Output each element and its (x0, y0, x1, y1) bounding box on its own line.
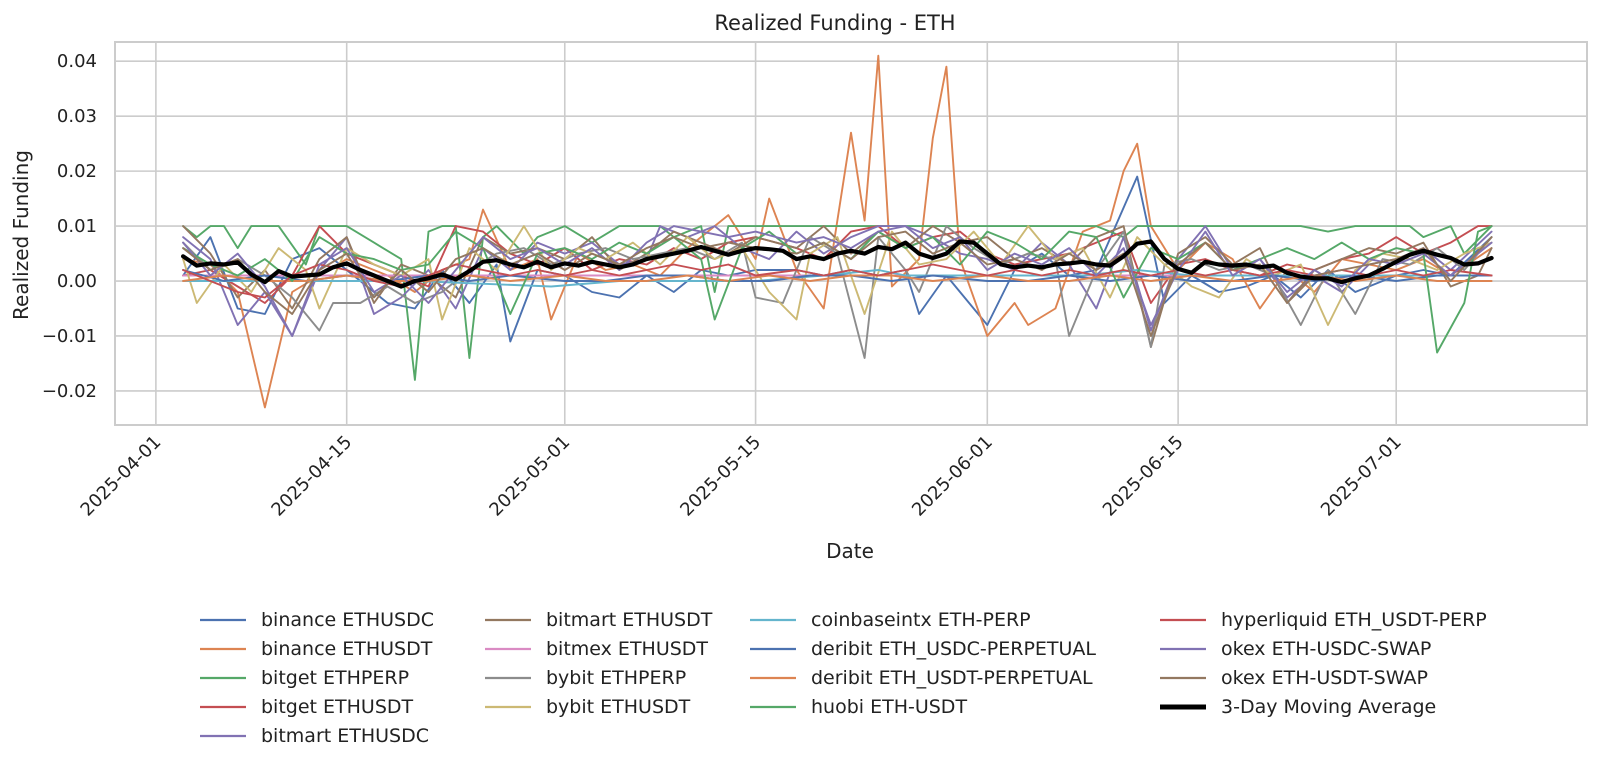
y-axis-label: Realized Funding (9, 150, 33, 320)
legend-label: coinbaseintx ETH-PERP (811, 609, 1031, 631)
x-tick-label: 2025-04-01 (77, 432, 166, 521)
legend-item: hyperliquid ETH_USDT-PERP (1160, 609, 1487, 631)
y-tick-label: 0.04 (57, 51, 97, 72)
series-line-bitget-ethperp (182, 225, 1493, 381)
legend-item: bitmart ETHUSDC (200, 725, 429, 747)
legend-label: huobi ETH-USDT (811, 696, 967, 718)
series-lines (181, 54, 1494, 409)
legend-item: binance ETHUSDT (200, 638, 433, 660)
legend-label: binance ETHUSDT (261, 638, 433, 660)
legend-item: bitget ETHPERP (200, 667, 409, 689)
legend-item: binance ETHUSDC (200, 609, 434, 631)
legend-label: bitmart ETHUSDC (261, 725, 429, 747)
grid (115, 42, 1587, 425)
y-tick-label: 0.00 (57, 271, 97, 292)
legend-label: bitget ETHPERP (261, 667, 409, 689)
series-line-okex-eth-usdt-swap (182, 230, 1493, 337)
legend-label: hyperliquid ETH_USDT-PERP (1221, 609, 1487, 631)
legend-item: deribit ETH_USDT-PERPETUAL (750, 667, 1093, 689)
legend-label: bybit ETHUSDT (546, 696, 691, 718)
chart-title: Realized Funding - ETH (714, 11, 955, 35)
legend-item: 3-Day Moving Average (1160, 696, 1436, 718)
legend-item: deribit ETH_USDC-PERPETUAL (750, 638, 1096, 660)
legend-item: coinbaseintx ETH-PERP (750, 609, 1031, 631)
legend-label: bitmex ETHUSDT (546, 638, 708, 660)
x-tick-label: 2025-04-15 (267, 432, 356, 521)
legend-label: bitmart ETHUSDT (546, 609, 713, 631)
legend-label: deribit ETH_USDC-PERPETUAL (811, 638, 1096, 660)
y-axis-ticks: 0.04 0.03 0.02 0.01 0.00 −0.01 −0.02 (42, 51, 97, 402)
x-tick-label: 2025-05-15 (676, 432, 765, 521)
y-tick-label: −0.02 (42, 381, 97, 402)
legend-item: bybit ETHPERP (485, 667, 686, 689)
legend-label: deribit ETH_USDT-PERPETUAL (811, 667, 1093, 689)
x-tick-label: 2025-06-01 (908, 432, 997, 521)
legend-item: bitmart ETHUSDT (485, 609, 713, 631)
x-tick-label: 2025-07-01 (1317, 432, 1406, 521)
legend-label: 3-Day Moving Average (1221, 696, 1436, 718)
y-tick-label: −0.01 (42, 326, 97, 347)
x-tick-label: 2025-06-15 (1099, 432, 1188, 521)
series-line-deribit-eth-usdt-perpetual (182, 274, 1493, 282)
legend-item: bitmex ETHUSDT (485, 638, 708, 660)
legend-item: bitget ETHUSDT (200, 696, 414, 718)
plot-frame (114, 41, 1588, 426)
x-tick-label: 2025-05-01 (485, 432, 574, 521)
legend-label: bybit ETHPERP (546, 667, 686, 689)
series-line-coinbaseintx-eth-perp (182, 269, 1493, 288)
legend-label: okex ETH-USDC-SWAP (1221, 638, 1431, 660)
legend: binance ETHUSDC binance ETHUSDT bitget ETH… (200, 609, 1487, 747)
y-tick-label: 0.03 (57, 106, 97, 127)
y-tick-label: 0.02 (57, 161, 97, 182)
y-tick-label: 0.01 (57, 216, 97, 237)
series-line-bybit-ethperp (182, 225, 1493, 359)
legend-item: okex ETH-USDC-SWAP (1160, 638, 1431, 660)
legend-item: huobi ETH-USDT (750, 696, 967, 718)
series-line-okex-eth-usdc-swap (182, 225, 1493, 337)
x-axis-ticks: 2025-04-01 2025-04-15 2025-05-01 2025-05-15… (77, 432, 1406, 521)
legend-label: binance ETHUSDC (261, 609, 434, 631)
legend-label: okex ETH-USDT-SWAP (1221, 667, 1428, 689)
series-line-binance-ethusdt (182, 54, 1493, 409)
x-axis-label: Date (826, 539, 874, 563)
legend-item: bybit ETHUSDT (485, 696, 691, 718)
series-line-3-day-moving-average (181, 239, 1494, 289)
legend-item: okex ETH-USDT-SWAP (1160, 667, 1428, 689)
legend-label: bitget ETHUSDT (261, 696, 414, 718)
